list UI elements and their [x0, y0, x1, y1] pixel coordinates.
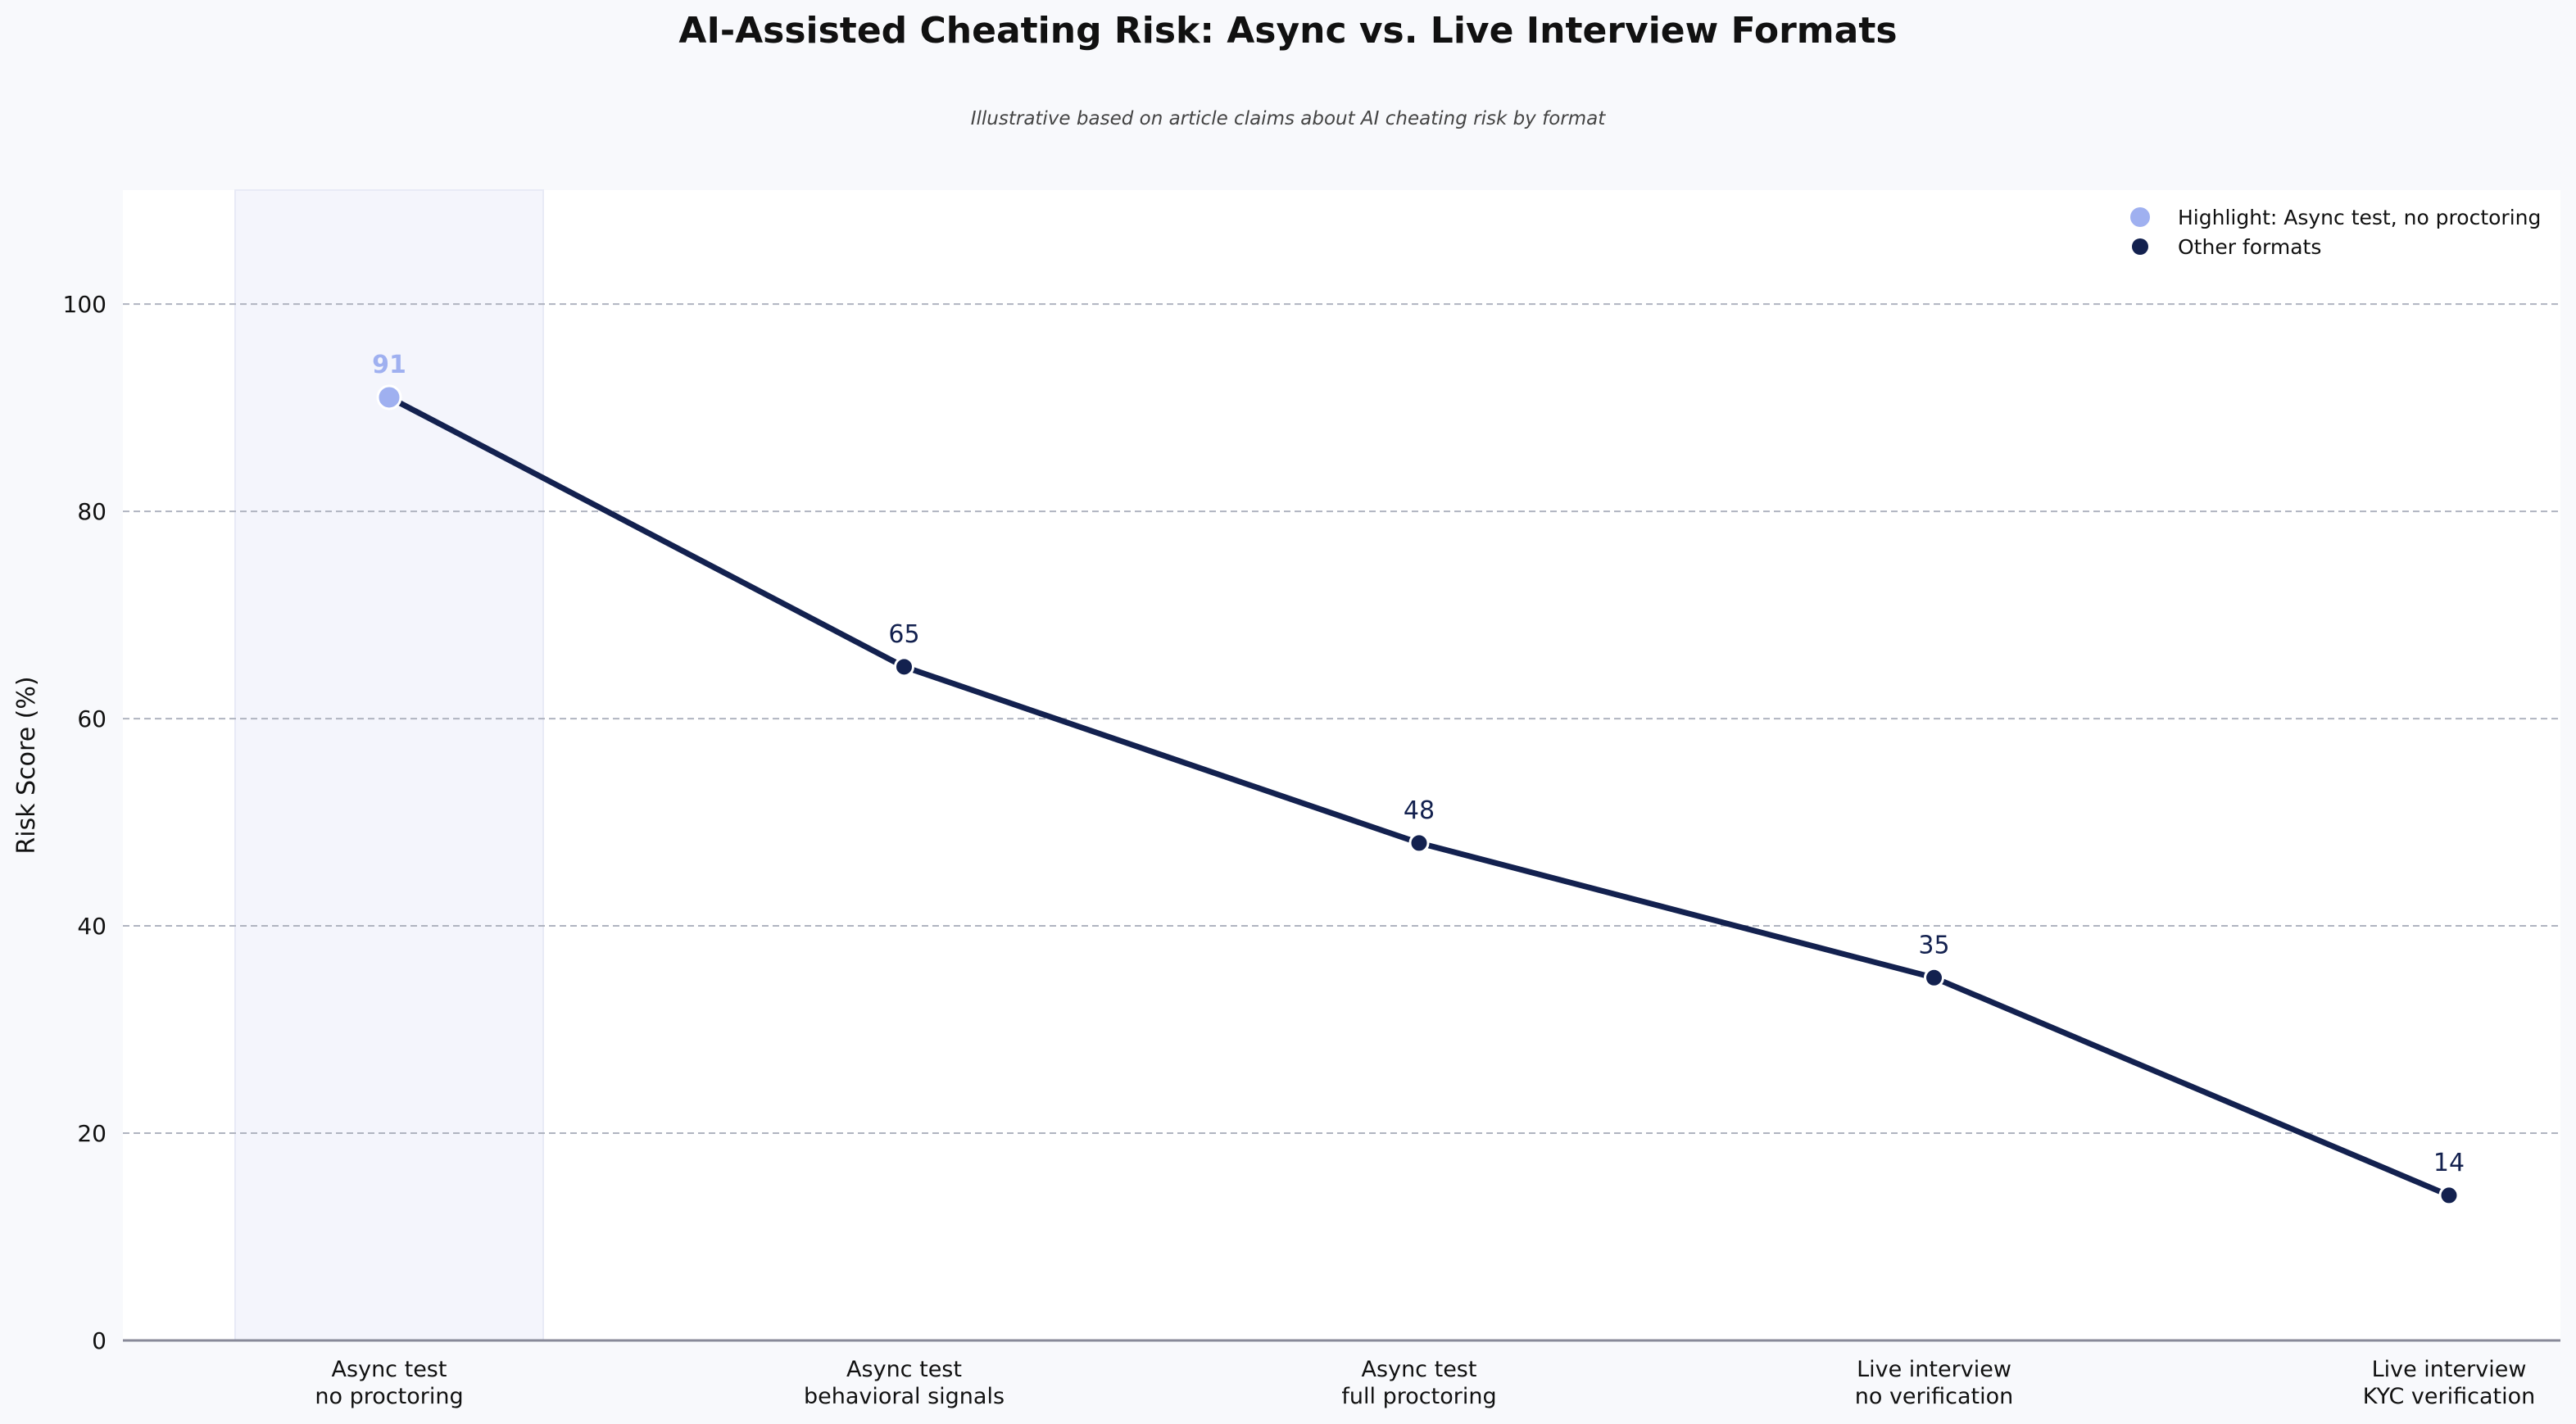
y-tick-label: 80: [77, 498, 107, 525]
x-tick-label: Async test full proctoring: [1341, 1357, 1496, 1409]
x-tick-label: Live interview no verification: [1855, 1357, 2014, 1409]
data-point: [894, 656, 914, 678]
data-point: [1924, 967, 1944, 988]
legend: Highlight: Async test, no proctoring Othe…: [2130, 206, 2541, 259]
highlight-data-point: [376, 384, 402, 410]
x-tick-label-line: Live interview: [2372, 1357, 2527, 1382]
legend-label: Highlight: Async test, no proctoring: [2178, 206, 2541, 229]
x-tick-label-line: KYC verification: [2363, 1384, 2536, 1409]
x-tick-label-line: Async test: [332, 1357, 447, 1382]
x-tick-label-line: no proctoring: [315, 1384, 463, 1409]
grid-lines: [123, 303, 2560, 1135]
data-points: [376, 384, 2460, 1206]
x-tick-label-line: behavioral signals: [804, 1384, 1005, 1409]
data-label: 65: [888, 620, 919, 649]
x-tick-label: Live interview KYC verification: [2363, 1357, 2536, 1409]
data-label: 91: [372, 351, 406, 379]
highlight-band: [234, 189, 544, 1341]
chart-title: AI-Assisted Cheating Risk: Async vs. Liv…: [678, 10, 1898, 52]
x-tick-label-line: Async test: [846, 1357, 962, 1382]
x-tick-label-line: Live interview: [1857, 1357, 2011, 1382]
y-tick-label: 60: [77, 705, 107, 732]
legend-marker-other: [2132, 238, 2148, 255]
y-tick-label: 40: [77, 913, 107, 940]
x-tick-label-line: Async test: [1362, 1357, 1477, 1382]
y-tick-label: 100: [63, 291, 107, 318]
x-tick-label-line: full proctoring: [1341, 1384, 1496, 1409]
data-label: 48: [1404, 796, 1435, 825]
data-labels: 91 65 48 35 14: [372, 351, 2465, 1177]
x-tick-label: Async test behavioral signals: [804, 1357, 1005, 1409]
data-point: [1408, 832, 1430, 854]
data-label: 35: [1918, 931, 1949, 959]
y-tick-label: 20: [77, 1120, 107, 1147]
legend-marker-highlight: [2130, 207, 2150, 227]
y-axis-ticks: 0 20 40 60 80 100: [63, 291, 107, 1354]
y-axis-label: Risk Score (%): [12, 676, 41, 854]
chart-subtitle: Illustrative based on article claims abo…: [970, 108, 1606, 129]
x-tick-label-line: no verification: [1855, 1384, 2014, 1409]
data-point: [2438, 1185, 2460, 1206]
data-label: 14: [2433, 1149, 2465, 1177]
legend-label: Other formats: [2178, 235, 2321, 259]
y-tick-label: 0: [92, 1327, 107, 1354]
x-tick-label: Async test no proctoring: [315, 1357, 463, 1409]
